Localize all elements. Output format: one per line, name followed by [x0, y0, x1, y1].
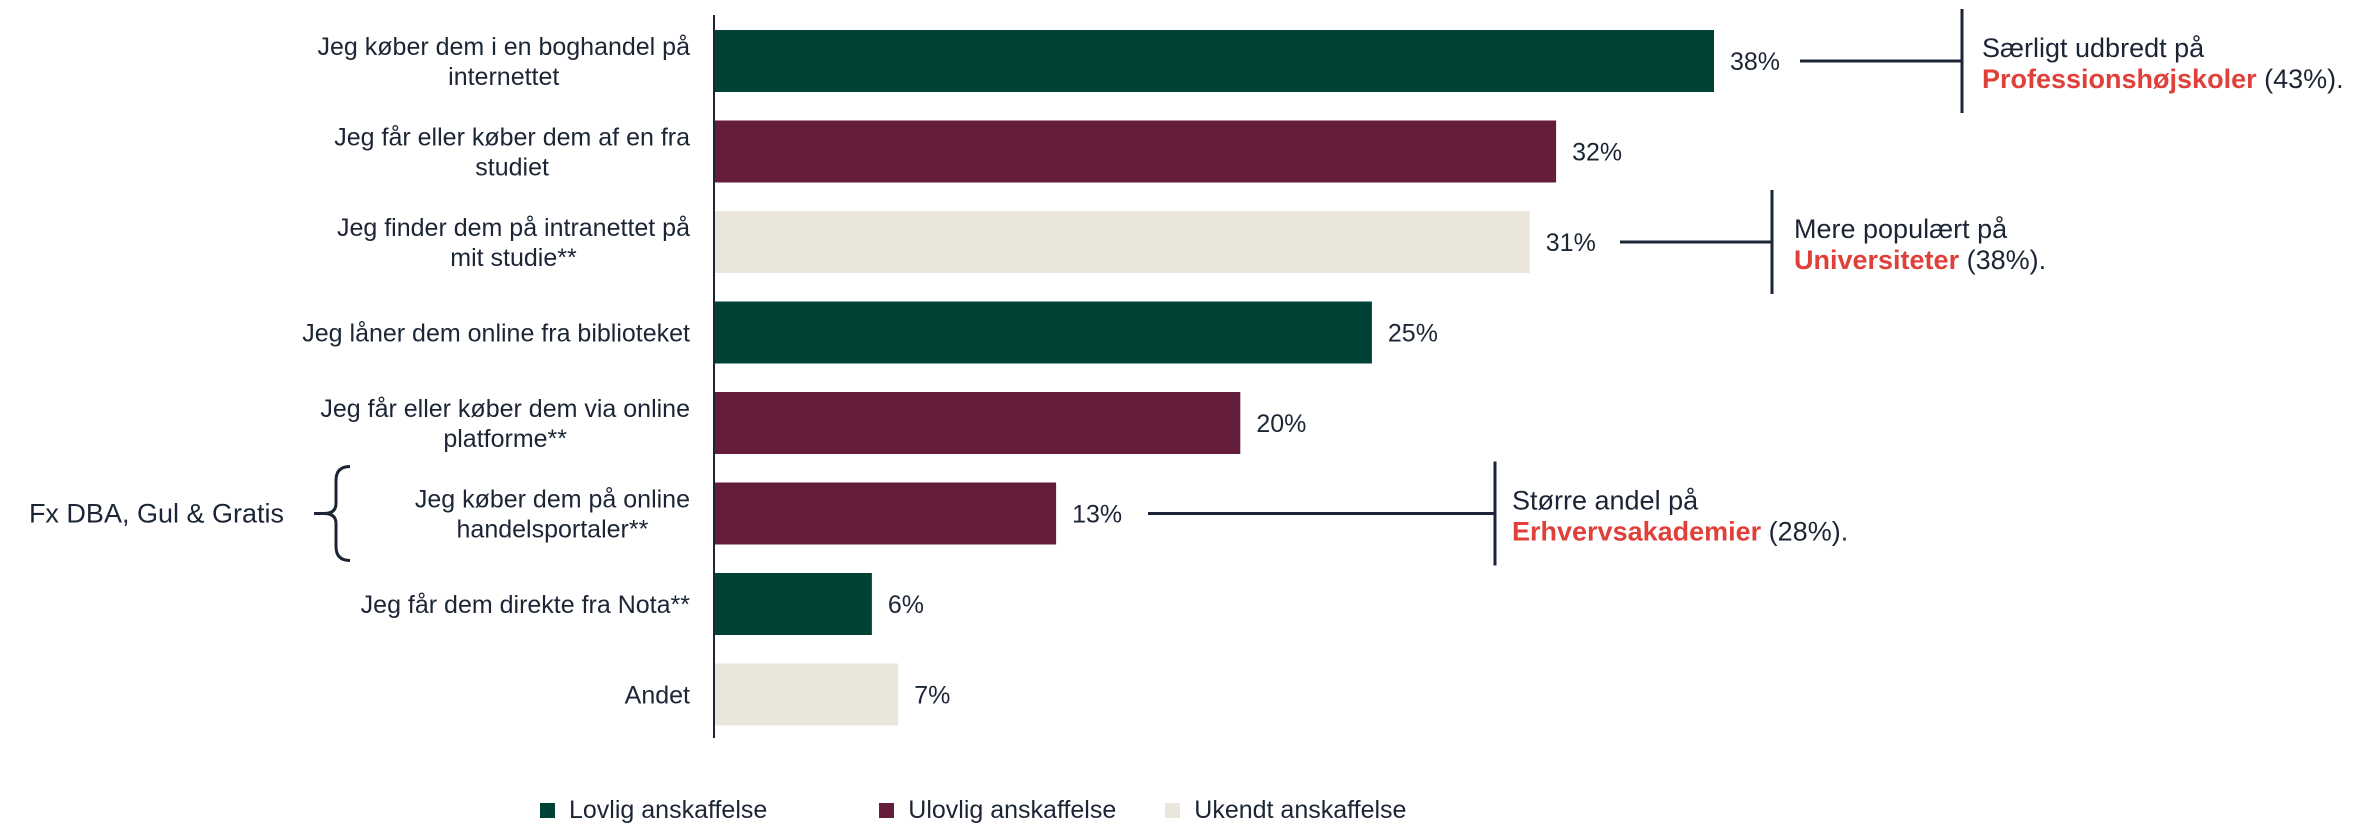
- category-label-line: studiet: [475, 154, 549, 182]
- bar-2: [714, 120, 1557, 183]
- category-label-1: Jeg køber dem i en boghandel på internett…: [318, 33, 691, 91]
- legend-item-ulovlig: Ulovlig anskaffelse: [879, 796, 1116, 825]
- category-label-line: handelsportaler**: [457, 516, 649, 544]
- category-label-3: Jeg finder dem på intranettet på mit stud…: [337, 214, 690, 272]
- value-label-3: 31%: [1546, 229, 1596, 257]
- annotation-line1-2: Mere populært på: [1794, 214, 2008, 244]
- annotation-line1-3: Større andel på: [1512, 486, 1699, 516]
- bar-4: [714, 301, 1372, 364]
- annotation-rest-2: (38%).: [1959, 245, 2046, 275]
- legend-item-ukendt: Ukendt anskaffelse: [1165, 796, 1406, 825]
- value-label-4: 25%: [1388, 320, 1438, 348]
- value-label-8: 7%: [914, 682, 950, 710]
- category-label-line: Jeg låner dem online fra biblioteket: [302, 320, 690, 348]
- bar-chart: 38% Jeg køber dem i en boghandel på intern…: [29, 9, 2344, 738]
- value-label-1: 38%: [1730, 48, 1780, 76]
- bar-7: [714, 573, 872, 635]
- category-label-6: Jeg køber dem på online handelsportaler**: [415, 486, 690, 544]
- annotation-line2-2: Universiteter (38%).: [1794, 245, 2046, 275]
- brace-note-text: Fx DBA, Gul & Gratis: [29, 499, 284, 529]
- legend-swatch-ukendt: [1165, 803, 1181, 818]
- annotation-rest-1: (43%).: [2257, 64, 2344, 94]
- annotation-line1-1: Særligt udbredt på: [1982, 33, 2205, 63]
- legend-label-ulovlig: Ulovlig anskaffelse: [908, 796, 1117, 824]
- bar-6: [714, 482, 1057, 545]
- category-label-7: Jeg får dem direkte fra Nota**: [361, 591, 691, 619]
- annotation-rest-3: (28%).: [1761, 517, 1848, 547]
- category-label-line: Jeg køber dem på online: [415, 486, 690, 514]
- category-label-line: mit studie**: [450, 244, 577, 272]
- bar-5: [714, 392, 1241, 454]
- category-label-line: Jeg får eller køber dem af en fra: [334, 124, 690, 152]
- category-label-line: Jeg køber dem i en boghandel på: [318, 33, 691, 61]
- bars-layer: 38% Jeg køber dem i en boghandel på intern…: [302, 30, 1780, 726]
- value-label-5: 20%: [1256, 410, 1306, 438]
- category-label-4: Jeg låner dem online fra biblioteket: [302, 320, 690, 348]
- legend-swatch-ulovlig: [879, 803, 895, 818]
- category-label-line: Jeg får eller køber dem via online: [320, 395, 690, 423]
- annotation-highlight-3: Erhvervsakademier: [1512, 517, 1762, 547]
- category-label-8: Andet: [625, 682, 690, 710]
- category-label-line: platforme**: [443, 425, 567, 453]
- category-label-5: Jeg får eller køber dem via online platfo…: [320, 395, 690, 453]
- legend: Lovlig anskaffelse Ulovlig anskaffelse U…: [540, 796, 1406, 825]
- category-label-line: Andet: [625, 682, 690, 710]
- bar-1: [714, 30, 1714, 92]
- bar-3: [714, 211, 1530, 273]
- annotation-highlight-2: Universiteter: [1794, 245, 1960, 275]
- legend-swatch-lovlig: [540, 803, 555, 818]
- legend-label-lovlig: Lovlig anskaffelse: [569, 796, 768, 824]
- annotation-line2-1: Professionshøjskoler (43%).: [1982, 64, 2344, 94]
- category-label-line: Jeg får dem direkte fra Nota**: [361, 591, 691, 619]
- category-label-line: internettet: [448, 63, 559, 91]
- value-label-7: 6%: [888, 591, 924, 619]
- legend-item-lovlig: Lovlig anskaffelse: [540, 796, 767, 825]
- legend-label-ukendt: Ukendt anskaffelse: [1194, 796, 1407, 824]
- annotation-highlight-1: Professionshøjskoler: [1982, 64, 2257, 94]
- value-label-2: 32%: [1572, 139, 1622, 167]
- curly-brace: [323, 465, 351, 562]
- bar-8: [714, 663, 899, 726]
- annotation-line2-3: Erhvervsakademier (28%).: [1512, 517, 1848, 547]
- value-label-6: 13%: [1072, 501, 1122, 529]
- category-label-2: Jeg får eller køber dem af en fra studiet: [334, 124, 690, 182]
- category-label-line: Jeg finder dem på intranettet på: [337, 214, 690, 242]
